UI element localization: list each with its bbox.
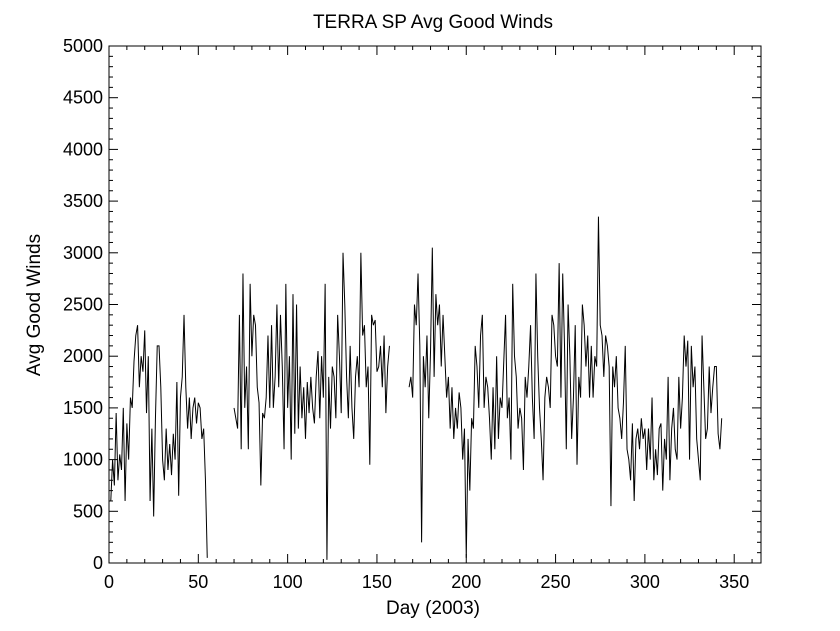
- y-tick-label: 1000: [63, 450, 103, 470]
- x-tick-label: 100: [273, 572, 303, 592]
- x-tick-label: 200: [451, 572, 481, 592]
- y-tick-label: 4000: [63, 139, 103, 159]
- y-axis-label: Avg Good Winds: [24, 234, 45, 376]
- series-line-segment: [233, 252, 390, 560]
- y-tick-label: 5000: [63, 36, 103, 56]
- x-axis-label: Day (2003): [386, 598, 480, 619]
- y-tick-label: 0: [93, 553, 103, 573]
- x-tick-label: 150: [362, 572, 392, 592]
- series-line-segment: [408, 216, 723, 558]
- series-line: [110, 216, 723, 560]
- x-tick-label: 50: [188, 572, 208, 592]
- x-tick-label: 300: [630, 572, 660, 592]
- y-tick-label: 2500: [63, 295, 103, 315]
- y-tick-label: 1500: [63, 398, 103, 418]
- x-tick-label: 250: [541, 572, 571, 592]
- chart-title: TERRA SP Avg Good Winds: [313, 12, 553, 33]
- series-line-segment: [110, 314, 208, 558]
- x-tick-label: 0: [104, 572, 114, 592]
- y-tick-label: 3000: [63, 243, 103, 263]
- x-tick-labels: 0 50 100 150 200 250 300 350: [104, 572, 749, 592]
- axis-ticks: [108, 45, 761, 564]
- y-tick-labels: 0 500 1000 1500 2000 2500 3000 3500 4000 4500 5000: [63, 36, 103, 573]
- y-tick-label: 3500: [63, 191, 103, 211]
- y-tick-label: 500: [73, 501, 103, 521]
- y-tick-label: 4500: [63, 88, 103, 108]
- x-tick-label: 350: [719, 572, 749, 592]
- y-tick-label: 2000: [63, 346, 103, 366]
